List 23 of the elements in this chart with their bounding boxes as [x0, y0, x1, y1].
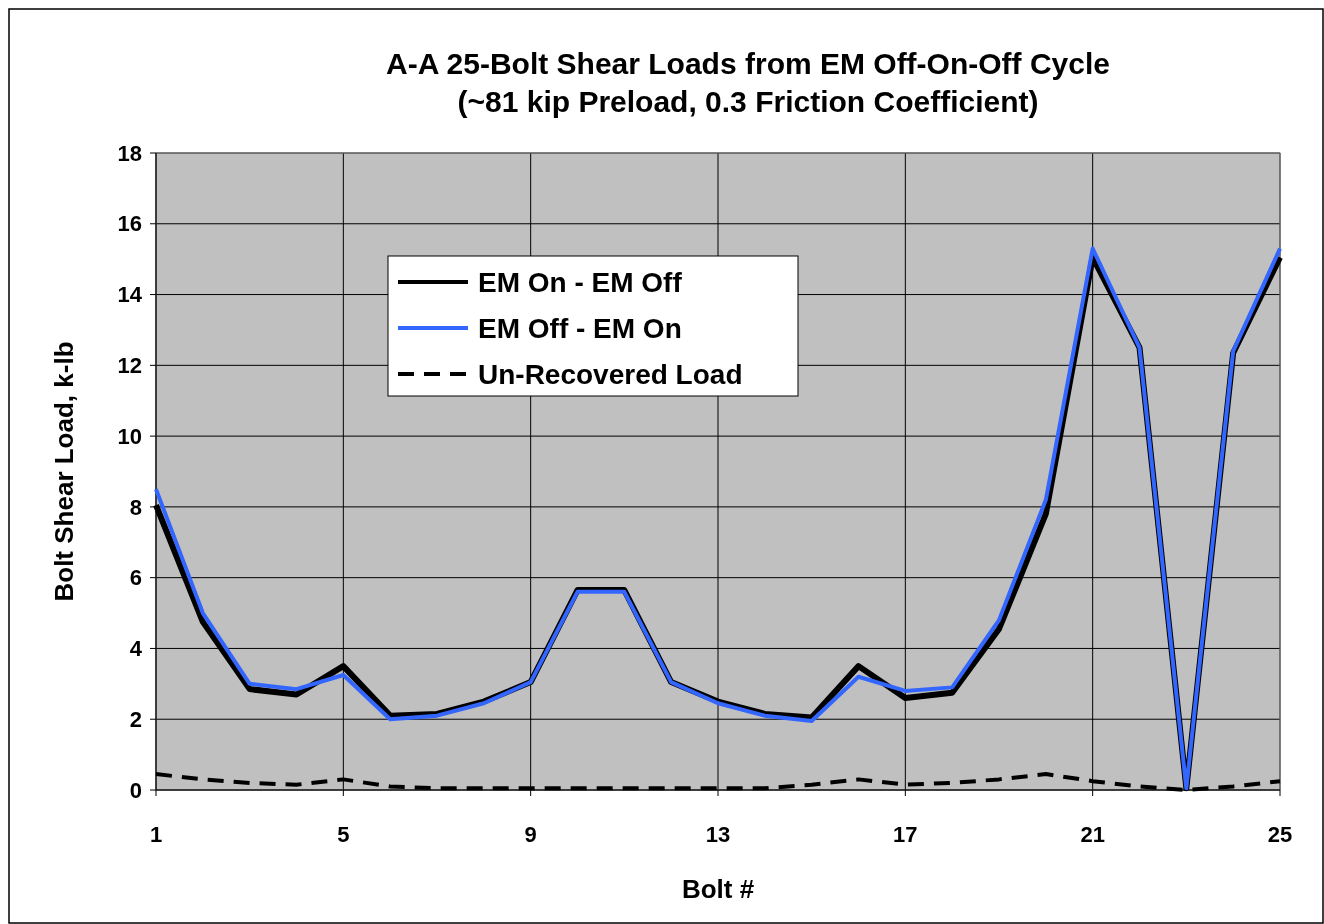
x-tick-label: 13	[705, 822, 731, 847]
x-tick-label: 21	[1080, 822, 1105, 847]
y-tick-label: 14	[117, 282, 143, 308]
y-tick-label: 18	[117, 140, 142, 166]
y-tick-label: 4	[129, 636, 143, 662]
y-tick-label: 12	[117, 353, 142, 379]
y-tick-label: 16	[117, 211, 142, 237]
chart-title: A-A 25-Bolt Shear Loads from EM Off-On-Off Cycle (~81 kip Preload, 0.3 Friction Coefficient)	[386, 47, 1110, 118]
x-axis-title: Bolt #	[681, 874, 755, 904]
legend-label: EM Off - EM On	[478, 312, 682, 344]
x-tick-label: 25	[1267, 822, 1293, 847]
x-tick-label: 1	[149, 822, 163, 847]
x-tick-label: 5	[337, 822, 350, 847]
y-tick-label: 8	[129, 494, 142, 520]
y-axis-title: Bolt Shear Load, k-lb	[49, 341, 79, 602]
x-tick-label: 9	[524, 822, 537, 847]
x-tick-label: 17	[893, 822, 918, 847]
legend-label: EM On - EM Off	[478, 266, 683, 298]
legend-label: Un-Recovered Load	[478, 358, 743, 390]
y-tick-label: 2	[129, 706, 142, 732]
y-tick-label: 0	[129, 777, 142, 803]
y-tick-label: 6	[129, 565, 142, 591]
y-tick-label: 10	[117, 423, 142, 449]
